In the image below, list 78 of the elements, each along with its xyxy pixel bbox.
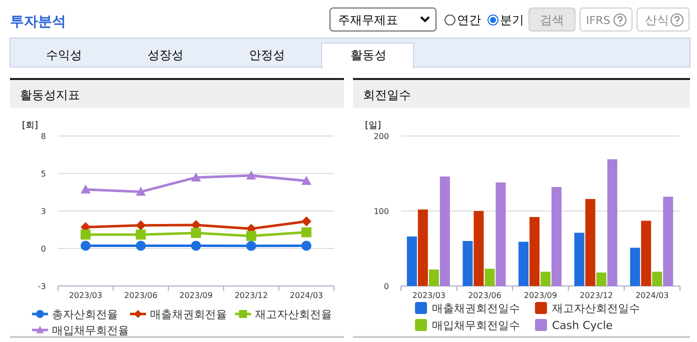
x-tick-label: 2023/06: [124, 291, 158, 300]
text: 산식: [645, 13, 669, 27]
bar: [607, 159, 618, 286]
point: [136, 230, 146, 240]
point: [246, 240, 256, 251]
bar: [530, 217, 540, 286]
x-tick-label: 2024/03: [635, 291, 669, 300]
x-tick-label: 2023/12: [580, 291, 613, 300]
text: 연간: [457, 13, 481, 27]
legend-label: 매입채무회전일수: [432, 319, 520, 332]
legend-label: 매출채권회전일수: [432, 302, 520, 315]
y-tick-label: 0: [384, 282, 389, 291]
x-tick-label: 2024/03: [290, 291, 324, 300]
bar: [496, 182, 506, 286]
y-tick-label: 3: [40, 207, 46, 216]
y-tick-label: 5: [40, 170, 46, 178]
text: 주재무제표: [338, 13, 398, 27]
x-tick-label: 2023/09: [179, 291, 213, 300]
y-tick-label: 0: [40, 244, 46, 254]
bar: [663, 196, 674, 286]
text: 분기: [500, 13, 524, 27]
bar: [652, 272, 662, 286]
bar: [406, 236, 417, 286]
legend-label: 재고자산회전일수: [552, 302, 640, 315]
point: [80, 230, 91, 240]
point: [136, 186, 146, 196]
text: 성장성: [148, 48, 184, 62]
legend-label: 총자산회전율: [52, 308, 118, 321]
bar: [428, 270, 439, 286]
bar: [540, 272, 550, 286]
x-tick-label: 2023/06: [468, 291, 502, 300]
y-tick-label: 8: [40, 132, 46, 141]
point: [80, 240, 91, 251]
chart-title: 회전일수: [363, 88, 411, 102]
legend-label: 매출채권회전율: [150, 308, 227, 321]
text: IFRS: [586, 14, 610, 27]
bar: [462, 241, 473, 286]
x-tick-label: 2023/03: [412, 291, 446, 300]
point: [246, 230, 256, 241]
bar: [484, 268, 495, 286]
y-axis-title: [회]: [22, 121, 38, 131]
legend-label: 매입채무회전율: [52, 324, 129, 337]
y-tick-label: 100: [374, 207, 389, 216]
bar: [574, 232, 584, 286]
x-tick-label: 2023/09: [524, 291, 558, 300]
point: [301, 176, 312, 185]
point: [246, 170, 256, 180]
x-tick-label: 2023/03: [68, 291, 102, 300]
point: [191, 240, 201, 251]
point: [191, 228, 201, 238]
point: [191, 172, 201, 182]
bar: [585, 199, 596, 286]
bar: [596, 272, 606, 286]
x-tick-label: 2023/12: [234, 291, 268, 300]
bar: [630, 248, 640, 286]
point: [136, 240, 146, 251]
chart-title: 활동성지표: [20, 88, 80, 102]
y-axis-title: [일]: [365, 121, 382, 131]
bar: [641, 220, 652, 286]
point: [301, 227, 312, 238]
legend-label: 재고자산회전율: [255, 308, 332, 321]
bar: [418, 210, 428, 286]
point: [80, 184, 91, 194]
text: 안정성: [249, 48, 285, 62]
text: 수익성: [46, 48, 82, 62]
y-tick-label: -3: [38, 282, 46, 291]
text: 활동성: [350, 48, 386, 62]
text: 투자분석: [10, 14, 66, 30]
point: [136, 220, 146, 230]
bar: [474, 211, 484, 286]
bar: [552, 187, 562, 286]
legend-label: Cash Cycle: [552, 319, 613, 332]
bar: [518, 242, 528, 286]
point: [301, 240, 312, 251]
text: 검색: [540, 13, 564, 27]
y-tick-label: 200: [374, 132, 389, 141]
bar: [440, 176, 450, 286]
point: [301, 216, 312, 226]
